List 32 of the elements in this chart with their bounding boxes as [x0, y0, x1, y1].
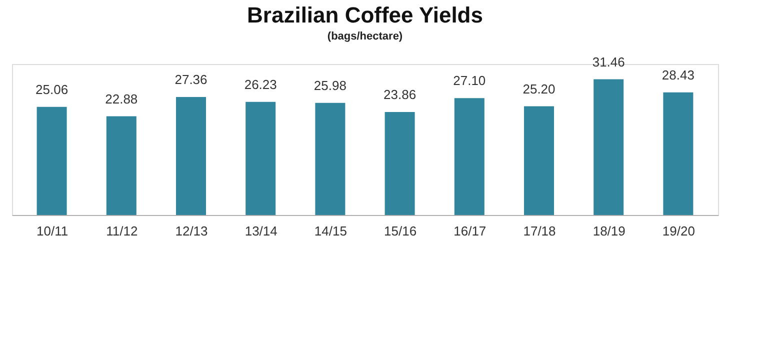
bar	[315, 102, 346, 215]
data-label: 27.36	[174, 72, 208, 87]
x-tick-label: 16/17	[454, 224, 486, 238]
data-label: 25.06	[36, 82, 68, 97]
bar	[594, 79, 624, 215]
x-tick-label: 12/13	[175, 224, 208, 238]
bar	[663, 92, 694, 215]
data-label: 27.10	[453, 73, 486, 88]
data-label: 28.43	[662, 67, 694, 82]
data-label: 26.23	[244, 76, 277, 92]
bar	[36, 106, 67, 215]
x-tick-label: 15/16	[384, 224, 417, 238]
bar	[384, 112, 415, 215]
bar	[246, 102, 276, 215]
bar	[454, 98, 484, 215]
x-tick-label: 10/11	[36, 224, 68, 238]
data-label: 23.86	[384, 87, 416, 102]
data-label: 25.98	[314, 78, 346, 93]
data-label: 31.46	[592, 54, 625, 70]
x-tick-label: 17/18	[523, 224, 556, 238]
x-tick-label: 14/15	[314, 224, 347, 238]
bar	[176, 96, 206, 215]
x-tick-label: 19/20	[662, 224, 695, 238]
x-tick-label: 18/19	[592, 224, 626, 238]
bar	[106, 116, 136, 215]
data-label: 22.88	[105, 91, 138, 106]
x-tick-label: 11/12	[106, 224, 138, 238]
chart-title: Brazilian Coffee Yields	[247, 2, 483, 28]
bar	[524, 106, 554, 215]
x-tick-label: 13/14	[244, 224, 278, 238]
chart-subtitle: (bags/hectare)	[327, 30, 403, 42]
data-label: 25.20	[522, 81, 556, 96]
